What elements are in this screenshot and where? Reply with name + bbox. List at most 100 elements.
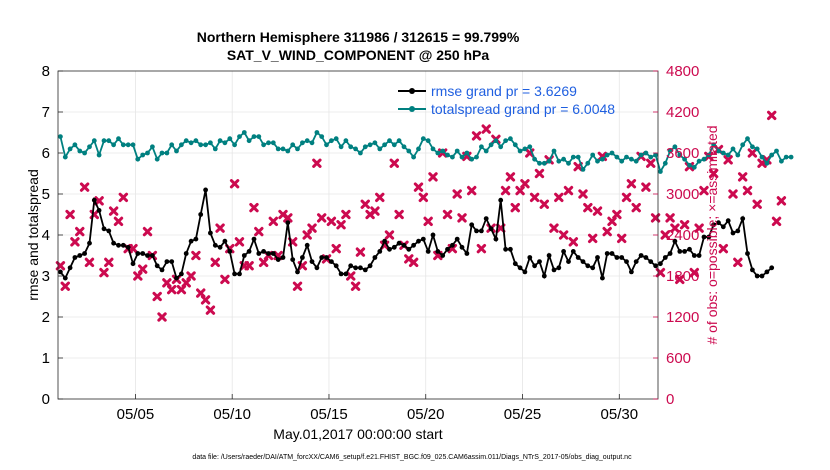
obs-count-marker bbox=[767, 110, 777, 121]
y-right-tick-label: 1800 bbox=[666, 268, 699, 285]
obs-count-marker bbox=[607, 216, 617, 227]
rmse-point bbox=[246, 249, 252, 254]
totalspread-point bbox=[343, 138, 349, 144]
obs-count-marker bbox=[234, 237, 245, 247]
totalspread-point bbox=[353, 146, 358, 152]
y-right-tick-label: 3600 bbox=[666, 145, 699, 162]
rmse-point bbox=[633, 259, 639, 264]
totalspread-point bbox=[682, 156, 687, 162]
rmse-point bbox=[638, 253, 644, 258]
obs-count-marker bbox=[699, 185, 709, 196]
rmse-point bbox=[387, 246, 392, 252]
totalspread-point bbox=[280, 146, 286, 152]
totalspread-point bbox=[106, 138, 112, 144]
rmse-point bbox=[222, 238, 228, 244]
rmse-point bbox=[140, 251, 146, 256]
totalspread-point bbox=[256, 134, 262, 140]
totalspread-point bbox=[570, 154, 576, 160]
rmse-point bbox=[116, 242, 121, 248]
rmse-point bbox=[348, 263, 354, 269]
obs-count-marker bbox=[94, 196, 104, 206]
totalspread-point bbox=[769, 152, 775, 158]
totalspread-point bbox=[512, 142, 518, 148]
rmse-point bbox=[401, 242, 407, 248]
rmse-point bbox=[77, 253, 83, 258]
rmse-point bbox=[261, 249, 266, 254]
rmse-point bbox=[150, 253, 155, 258]
rmse-point bbox=[653, 263, 658, 269]
obs-count-marker bbox=[457, 213, 467, 223]
obs-count-marker bbox=[60, 281, 70, 291]
rmse-point bbox=[382, 238, 387, 244]
totalspread-point bbox=[590, 152, 596, 158]
rmse-point bbox=[169, 259, 175, 264]
rmse-point bbox=[62, 275, 68, 281]
totalspread-point bbox=[459, 154, 465, 160]
obs-count-marker bbox=[452, 189, 462, 199]
totalspread-point bbox=[87, 144, 92, 150]
obs-count-marker bbox=[137, 264, 148, 274]
obs-count-marker bbox=[220, 274, 230, 285]
obs-count-marker bbox=[752, 199, 762, 209]
y-axis-label: rmse and totalspread bbox=[25, 169, 41, 301]
rmse-point bbox=[609, 251, 615, 256]
obs-count-marker bbox=[534, 168, 545, 179]
totalspread-point bbox=[174, 148, 179, 154]
obs-count-marker bbox=[258, 257, 269, 268]
rmse-point bbox=[377, 249, 383, 254]
rmse-point bbox=[183, 251, 189, 256]
rmse-point bbox=[251, 236, 257, 242]
totalspread-point bbox=[416, 146, 421, 152]
obs-count-marker bbox=[152, 291, 162, 302]
rmse-point bbox=[333, 263, 339, 269]
rmse-point bbox=[309, 259, 315, 264]
rmse-point bbox=[106, 228, 112, 234]
rmse-point bbox=[300, 255, 305, 260]
obs-count-marker bbox=[394, 209, 404, 220]
rmse-point bbox=[362, 267, 368, 273]
y-right-tick-label: 0 bbox=[666, 391, 674, 408]
rmse-point bbox=[87, 240, 92, 246]
obs-count-marker bbox=[229, 179, 240, 189]
rmse-point bbox=[96, 208, 102, 213]
rmse-point bbox=[590, 265, 596, 271]
rmse-point bbox=[459, 244, 465, 250]
totalspread-point bbox=[406, 148, 412, 154]
obs-count-marker bbox=[244, 261, 254, 271]
totalspread-point bbox=[609, 150, 615, 156]
obs-count-marker bbox=[167, 284, 177, 295]
obs-count-marker bbox=[292, 281, 303, 291]
obs-count-marker bbox=[549, 223, 559, 233]
rmse-point bbox=[566, 259, 571, 264]
totalspread-point bbox=[391, 142, 397, 148]
rmse-point bbox=[241, 253, 247, 258]
totalspread-point bbox=[454, 148, 460, 154]
rmse-point bbox=[120, 242, 126, 248]
rmse-point bbox=[440, 253, 446, 258]
totalspread-point bbox=[764, 160, 770, 166]
legend-marker-spread bbox=[409, 106, 415, 112]
obs-count-marker bbox=[592, 206, 603, 216]
obs-count-marker bbox=[142, 226, 153, 237]
rmse-point bbox=[425, 249, 431, 254]
obs-count-marker bbox=[205, 305, 216, 315]
rmse-point bbox=[203, 187, 209, 193]
y-tick-label: 0 bbox=[42, 391, 50, 408]
obs-count-marker bbox=[336, 220, 346, 230]
obs-count-marker bbox=[467, 185, 477, 196]
obs-count-marker bbox=[162, 278, 172, 288]
rmse-point bbox=[101, 226, 107, 232]
rmse-point bbox=[682, 249, 687, 254]
rmse-point bbox=[585, 263, 591, 269]
y-tick-label: 4 bbox=[42, 227, 50, 244]
totalspread-point bbox=[575, 154, 581, 160]
obs-count-marker bbox=[617, 233, 627, 244]
totalspread-point bbox=[425, 138, 431, 144]
rmse-point bbox=[532, 263, 537, 269]
rmse-point bbox=[711, 222, 716, 228]
rmse-point bbox=[212, 242, 218, 248]
series-layer bbox=[55, 110, 794, 322]
y-tick-label: 7 bbox=[42, 104, 50, 121]
obs-count-marker bbox=[423, 216, 433, 227]
totalspread-point bbox=[488, 142, 494, 148]
